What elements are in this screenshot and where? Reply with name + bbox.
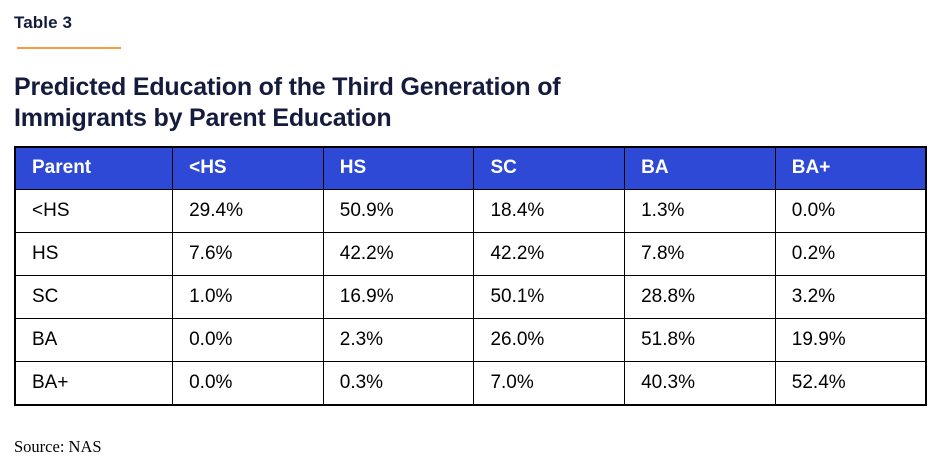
- page-title: Predicted Education of the Third Generat…: [14, 73, 561, 133]
- accent-rule: [17, 47, 121, 49]
- table-cell: 28.8%: [624, 275, 776, 319]
- table-cell: 26.0%: [473, 318, 626, 362]
- table-cell: 50.1%: [473, 275, 626, 319]
- table-cell: 7.6%: [172, 232, 324, 276]
- table-cell: 7.8%: [624, 232, 776, 276]
- column-header: <HS: [172, 146, 324, 190]
- table-header-row: Parent <HS HS SC BA BA+: [14, 146, 927, 190]
- table-cell: 0.0%: [774, 189, 927, 233]
- table-row: HS 7.6% 42.2% 42.2% 7.8% 0.2%: [14, 232, 927, 276]
- table-cell: 0.0%: [172, 361, 324, 405]
- column-header: SC: [473, 146, 626, 190]
- column-header: HS: [322, 146, 475, 190]
- table-cell: 0.3%: [322, 361, 475, 405]
- table-row: SC 1.0% 16.9% 50.1% 28.8% 3.2%: [14, 275, 927, 319]
- row-label: <HS: [14, 189, 174, 233]
- row-label: BA+: [14, 361, 174, 405]
- table-cell: 42.2%: [473, 232, 626, 276]
- table-row: BA+ 0.0% 0.3% 7.0% 40.3% 52.4%: [14, 361, 927, 405]
- table-row: BA 0.0% 2.3% 26.0% 51.8% 19.9%: [14, 318, 927, 362]
- row-label: HS: [14, 232, 174, 276]
- table-cell: 29.4%: [172, 189, 324, 233]
- table-cell: 0.0%: [172, 318, 324, 362]
- table-cell: 0.2%: [774, 232, 927, 276]
- column-header: Parent: [14, 146, 174, 190]
- table-cell: 7.0%: [473, 361, 626, 405]
- table-cell: 18.4%: [473, 189, 626, 233]
- table-cell: 1.3%: [624, 189, 776, 233]
- column-header: BA+: [774, 146, 927, 190]
- column-header: BA: [624, 146, 776, 190]
- table-cell: 1.0%: [172, 275, 324, 319]
- table-cell: 50.9%: [322, 189, 475, 233]
- table-body: <HS 29.4% 50.9% 18.4% 1.3% 0.0% HS 7.6% 42.2% 42.…: [14, 189, 927, 405]
- table-cell: 42.2%: [322, 232, 475, 276]
- table-cell: 3.2%: [774, 275, 927, 319]
- table-cell: 52.4%: [774, 361, 927, 405]
- table-cell: 16.9%: [322, 275, 475, 319]
- table-cell: 40.3%: [624, 361, 776, 405]
- table-row: <HS 29.4% 50.9% 18.4% 1.3% 0.0%: [14, 189, 927, 233]
- row-label: SC: [14, 275, 174, 319]
- table-cell: 51.8%: [624, 318, 776, 362]
- table-number-label: Table 3: [14, 13, 73, 32]
- source-note: Source: NAS: [14, 436, 102, 456]
- education-table: Parent <HS HS SC BA BA+ <HS 29.4% 50.9% 18.4% 1.3…: [14, 145, 927, 406]
- row-label: BA: [14, 318, 174, 362]
- page: Table 3 Predicted Education of the Third…: [14, 13, 927, 456]
- table-cell: 2.3%: [322, 318, 475, 362]
- table-cell: 19.9%: [774, 318, 927, 362]
